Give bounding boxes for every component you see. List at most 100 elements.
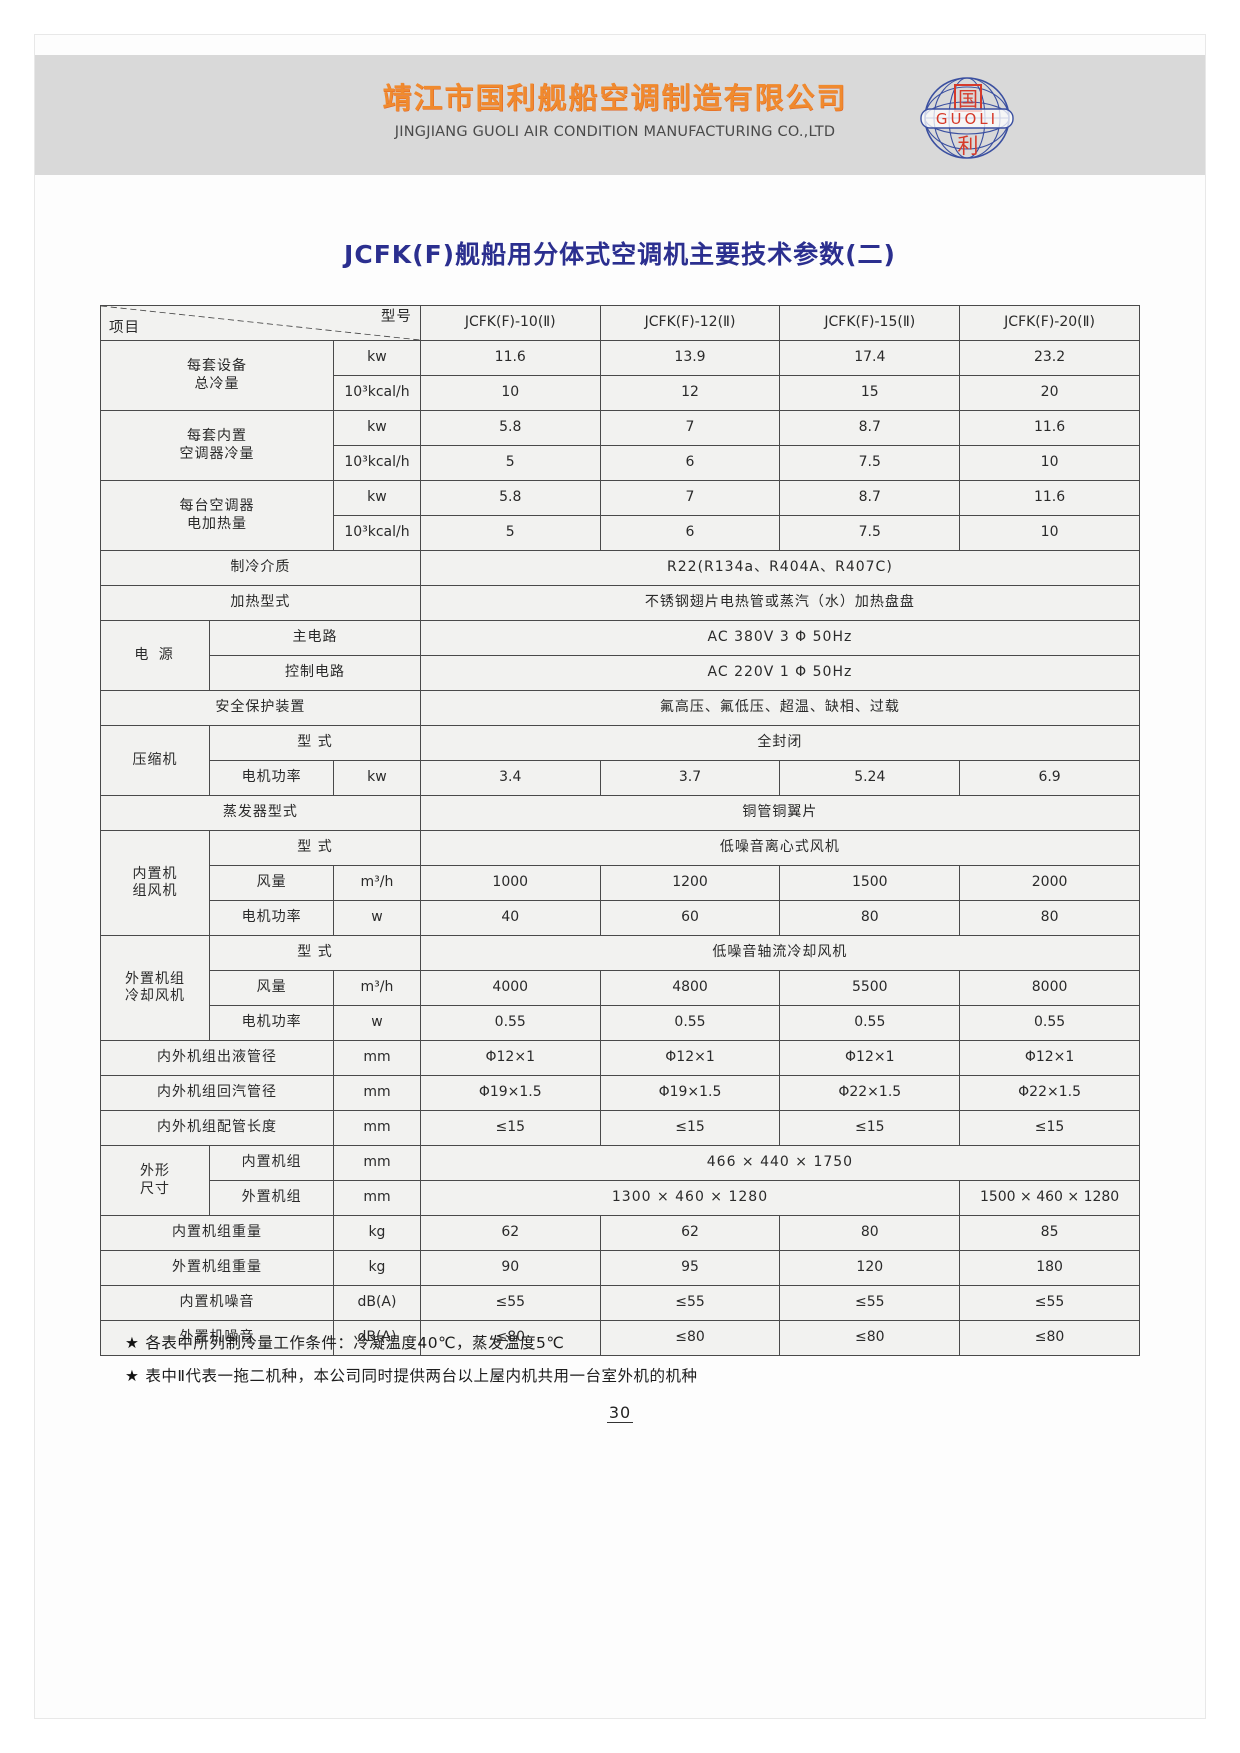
model-header-0: JCFK(F)-10(Ⅱ)	[419, 305, 601, 341]
page-header: 靖江市国利舰船空调制造有限公司 JINGJIANG GUOLI AIR COND…	[35, 55, 1205, 175]
table-row: 10³kcal/h 5 6 7.5 10	[101, 445, 1140, 481]
label-line-2: 冷却风机	[125, 988, 186, 1004]
cell-noise-indoor-3: ≤55	[959, 1285, 1140, 1321]
cell-noise-indoor-0: ≤55	[419, 1285, 601, 1321]
cell-noise-indoor-2: ≤55	[779, 1285, 961, 1321]
row-label-compressor-motor: 电机功率	[209, 760, 335, 796]
cell-weight-indoor-2: 80	[779, 1215, 961, 1251]
table-header-row: 项目 型号 JCFK(F)-10(Ⅱ) JCFK(F)-12(Ⅱ) JCFK(F…	[100, 305, 1140, 341]
cell-weight-indoor-0: 62	[419, 1215, 601, 1251]
table-row: 外置机组 冷却风机 型 式 低噪音轴流冷却风机	[99, 935, 1141, 1041]
cell-compressor-motor-3: 6.9	[959, 760, 1140, 796]
company-name-en: JINGJIANG GUOLI AIR CONDITION MANUFACTUR…	[394, 124, 836, 140]
cell-indoor-fan-flow-1: 1200	[599, 865, 781, 901]
table-row: 安全保护装置 氟高压、氟低压、超温、缺相、过载	[100, 690, 1141, 726]
table-row: 外置机组重量 kg 90 95 120 180	[99, 1250, 1140, 1286]
row-label-weight-outdoor: 外置机组重量	[99, 1250, 335, 1286]
globe-logo-svg: 国 利 GUOLI	[920, 77, 1014, 159]
cell-total-cooling-kcal-2: 15	[779, 375, 961, 411]
row-label-liquid-pipe: 内外机组出液管径	[99, 1040, 335, 1076]
unit-kw: kw	[333, 410, 421, 446]
table-row: 压缩机 型 式 全封闭	[99, 725, 1141, 796]
cell-pipe-length-0: ≤15	[419, 1110, 601, 1146]
company-logo-icon: 国 利 GUOLI	[915, 63, 1020, 168]
spec-table: 项目 型号 JCFK(F)-10(Ⅱ) JCFK(F)-12(Ⅱ) JCFK(F…	[99, 305, 1141, 1356]
cell-heater-kw-0: 5.8	[419, 480, 601, 516]
cell-power-ctrl-value: AC 220V 1 Φ 50Hz	[419, 655, 1141, 691]
cell-outdoor-fan-flow-2: 5500	[779, 970, 961, 1006]
cell-indoor-fan-motor-3: 80	[959, 900, 1140, 936]
model-header-1: JCFK(F)-12(Ⅱ)	[599, 305, 781, 341]
row-label-refrigerant: 制冷介质	[100, 550, 421, 586]
cell-indoor-cooling-kcal-3: 10	[959, 445, 1140, 481]
row-label-power-main: 主电路	[209, 620, 421, 656]
cell-indoor-fan-flow-3: 2000	[959, 865, 1140, 901]
label-line-2: 电加热量	[187, 515, 248, 532]
row-label-compressor: 压缩机	[99, 725, 211, 796]
cell-compressor-motor-1: 3.7	[599, 760, 781, 796]
cell-weight-outdoor-3: 180	[959, 1250, 1140, 1286]
page-title: JCFK(F)舰船用分体式空调机主要技术参数(二)	[344, 240, 896, 269]
cell-gas-pipe-2: Φ22×1.5	[779, 1075, 961, 1111]
unit-kw: kw	[333, 760, 421, 796]
row-label-power: 电 源	[99, 620, 211, 691]
cell-indoor-fan-motor-1: 60	[599, 900, 781, 936]
unit-kcal: 10³kcal/h	[333, 445, 421, 481]
cell-compressor-motor-0: 3.4	[419, 760, 601, 796]
row-label-heater: 每台空调器 电加热量	[99, 480, 335, 551]
cell-outdoor-fan-motor-1: 0.55	[599, 1005, 781, 1041]
cell-noise-outdoor-1: ≤80	[599, 1320, 781, 1356]
cell-indoor-cooling-kw-1: 7	[599, 410, 781, 446]
unit-kg: kg	[333, 1215, 421, 1251]
cell-noise-indoor-1: ≤55	[599, 1285, 781, 1321]
cell-indoor-cooling-kw-2: 8.7	[779, 410, 961, 446]
cell-noise-outdoor-3: ≤80	[959, 1320, 1140, 1356]
row-label-safety: 安全保护装置	[100, 690, 421, 726]
cell-dims-outdoor-value-b: 1500 × 460 × 1280	[959, 1180, 1140, 1216]
corner-model-label: 型号	[380, 309, 412, 325]
unit-kcal: 10³kcal/h	[333, 515, 421, 551]
row-label-dims: 外形 尺寸	[99, 1145, 211, 1216]
row-label-indoor-fan-flow: 风量	[209, 865, 335, 901]
unit-mm: mm	[333, 1040, 421, 1076]
cell-outdoor-fan-type-value: 低噪音轴流冷却风机	[419, 935, 1141, 971]
diagonal-line-icon	[101, 306, 420, 340]
table-row: 蒸发器型式 铜管铜翼片	[100, 795, 1141, 831]
row-label-outdoor-fan-motor: 电机功率	[209, 1005, 335, 1041]
cell-gas-pipe-0: Φ19×1.5	[419, 1075, 601, 1111]
cell-weight-indoor-1: 62	[599, 1215, 781, 1251]
table-row: 电机功率 w 40 60 80 80	[101, 900, 1140, 936]
cell-indoor-cooling-kw-0: 5.8	[419, 410, 601, 446]
cell-indoor-fan-motor-2: 80	[779, 900, 961, 936]
cell-total-cooling-kw-3: 23.2	[959, 340, 1140, 376]
unit-mm: mm	[333, 1145, 421, 1181]
model-header-3: JCFK(F)-20(Ⅱ)	[959, 305, 1140, 341]
row-label-outdoor-fan-type: 型 式	[209, 935, 421, 971]
table-row: 外置机组 mm 1300 × 460 × 1280 1500 × 460 × 1…	[101, 1180, 1140, 1216]
svg-text:GUOLI: GUOLI	[936, 110, 998, 128]
page-number: 30	[35, 1403, 1205, 1423]
cell-dims-outdoor-value-a: 1300 × 460 × 1280	[419, 1180, 961, 1216]
unit-m3h: m³/h	[333, 970, 421, 1006]
unit-mm: mm	[333, 1110, 421, 1146]
document-page: 靖江市国利舰船空调制造有限公司 JINGJIANG GUOLI AIR COND…	[35, 35, 1205, 1718]
cell-total-cooling-kcal-1: 12	[599, 375, 781, 411]
cell-total-cooling-kw-2: 17.4	[779, 340, 961, 376]
row-label-evaporator: 蒸发器型式	[100, 795, 421, 831]
table-row: 电机功率 w 0.55 0.55 0.55 0.55	[101, 1005, 1140, 1041]
company-name-cn: 靖江市国利舰船空调制造有限公司	[382, 81, 848, 115]
cell-liquid-pipe-1: Φ12×1	[599, 1040, 781, 1076]
page-number-value: 30	[606, 1403, 634, 1423]
unit-m3h: m³/h	[333, 865, 421, 901]
row-label-pipe-length: 内外机组配管长度	[99, 1110, 335, 1146]
cell-liquid-pipe-2: Φ12×1	[779, 1040, 961, 1076]
row-label-indoor-cooling: 每套内置 空调器冷量	[99, 410, 335, 481]
cell-outdoor-fan-flow-1: 4800	[599, 970, 781, 1006]
corner-diagonal-cell: 项目 型号	[100, 305, 421, 341]
label-line-1: 每套内置	[187, 428, 248, 444]
row-label-noise-outdoor: 外置机噪音	[99, 1320, 335, 1356]
unit-kw: kw	[333, 340, 421, 376]
cell-refrigerant-value: R22(R134a、R404A、R407C)	[419, 550, 1141, 586]
cell-pipe-length-1: ≤15	[599, 1110, 781, 1146]
table-row: 控制电路 AC 220V 1 Φ 50Hz	[101, 655, 1141, 691]
